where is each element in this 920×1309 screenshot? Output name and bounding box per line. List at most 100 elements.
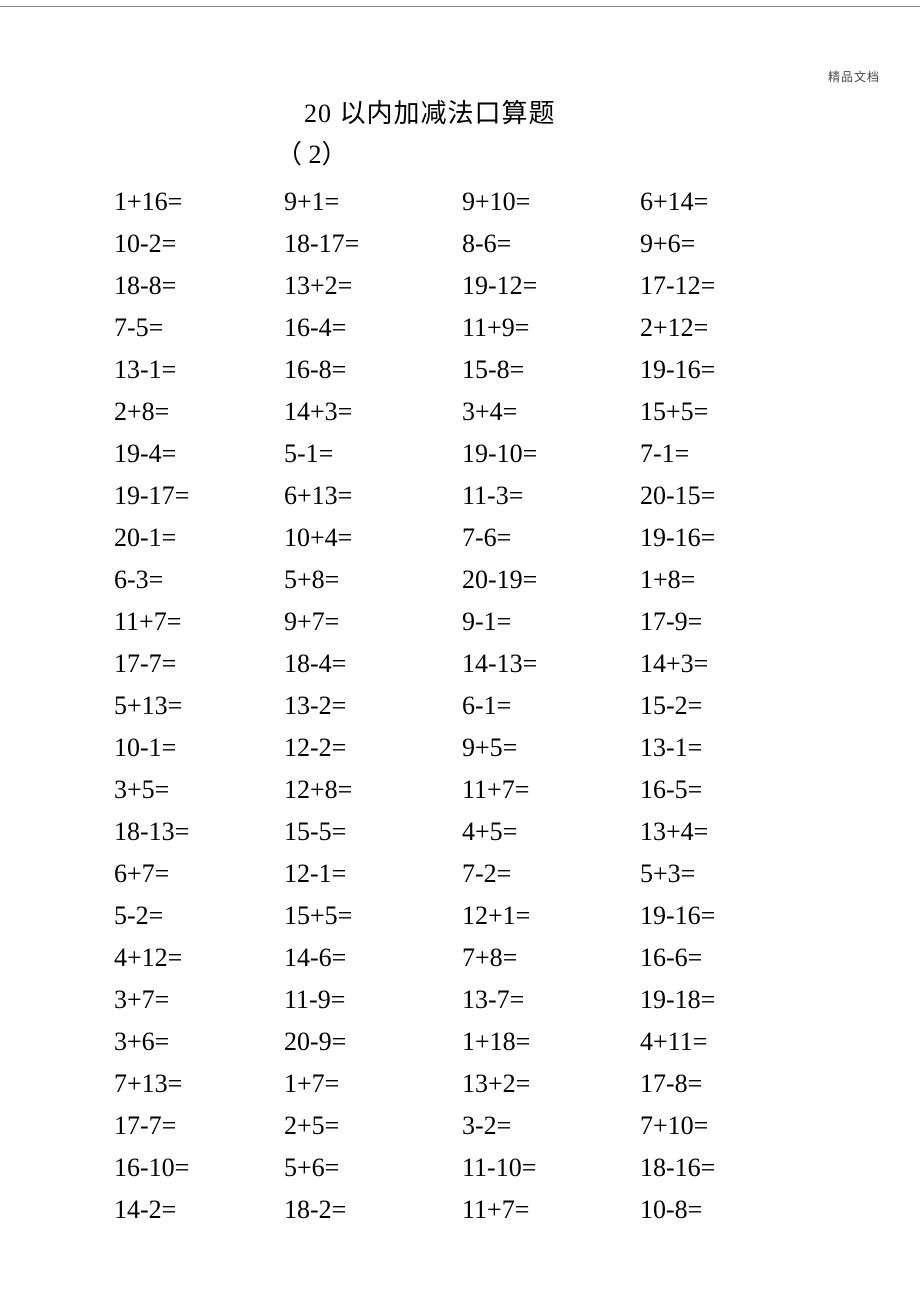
- problem-row: 5-2=15+5=12+1=19-16=: [114, 903, 860, 929]
- problem-row: 11+7=9+7=9-1=17-9=: [114, 609, 860, 635]
- problem-cell: 6-1=: [462, 693, 640, 719]
- problem-cell: 19-10=: [462, 441, 640, 467]
- problem-cell: 11+9=: [462, 315, 640, 341]
- problem-row: 6-3=5+8=20-19=1+8=: [114, 567, 860, 593]
- problem-cell: 16-6=: [640, 945, 702, 971]
- problem-cell: 8-6=: [462, 231, 640, 257]
- problem-cell: 14-13=: [462, 651, 640, 677]
- problem-cell: 12+1=: [462, 903, 640, 929]
- problem-cell: 11+7=: [462, 1197, 640, 1223]
- problem-cell: 4+5=: [462, 819, 640, 845]
- problem-cell: 12-1=: [284, 861, 462, 887]
- problem-cell: 6+7=: [114, 861, 284, 887]
- problem-cell: 18-8=: [114, 273, 284, 299]
- problem-cell: 13-2=: [284, 693, 462, 719]
- problem-cell: 11+7=: [462, 777, 640, 803]
- problem-cell: 16-8=: [284, 357, 462, 383]
- watermark-text: 精品文档: [828, 68, 880, 85]
- problem-cell: 7-1=: [640, 441, 689, 467]
- problem-cell: 17-7=: [114, 1113, 284, 1139]
- problem-cell: 19-17=: [114, 483, 284, 509]
- problem-cell: 9+1=: [284, 189, 462, 215]
- problem-cell: 5+6=: [284, 1155, 462, 1181]
- problem-cell: 19-12=: [462, 273, 640, 299]
- problem-cell: 7+13=: [114, 1071, 284, 1097]
- problem-cell: 9+7=: [284, 609, 462, 635]
- problem-cell: 16-5=: [640, 777, 702, 803]
- problem-cell: 19-16=: [640, 357, 715, 383]
- problem-cell: 18-17=: [284, 231, 462, 257]
- problem-cell: 11-3=: [462, 483, 640, 509]
- problem-cell: 18-13=: [114, 819, 284, 845]
- problem-cell: 16-4=: [284, 315, 462, 341]
- problem-row: 20-1=10+4=7-6=19-16=: [114, 525, 860, 551]
- problem-cell: 7-2=: [462, 861, 640, 887]
- problem-cell: 3+7=: [114, 987, 284, 1013]
- problem-cell: 10-8=: [640, 1197, 702, 1223]
- problem-cell: 3+5=: [114, 777, 284, 803]
- problem-cell: 19-18=: [640, 987, 715, 1013]
- problem-cell: 11-9=: [284, 987, 462, 1013]
- problem-row: 5+13=13-2=6-1=15-2=: [114, 693, 860, 719]
- problem-cell: 14-6=: [284, 945, 462, 971]
- problem-cell: 19-4=: [114, 441, 284, 467]
- problem-row: 19-17=6+13=11-3=20-15=: [114, 483, 860, 509]
- problem-cell: 12-2=: [284, 735, 462, 761]
- problem-cell: 17-8=: [640, 1071, 702, 1097]
- title-line-2: （ 2）: [0, 134, 920, 171]
- problem-cell: 13-1=: [114, 357, 284, 383]
- problem-cell: 13+4=: [640, 819, 708, 845]
- problem-cell: 13-7=: [462, 987, 640, 1013]
- problem-row: 2+8=14+3=3+4=15+5=: [114, 399, 860, 425]
- problem-cell: 20-9=: [284, 1029, 462, 1055]
- problems-grid: 1+16=9+1=9+10=6+14=10-2=18-17=8-6=9+6=18…: [0, 189, 920, 1223]
- problem-cell: 17-7=: [114, 651, 284, 677]
- problem-cell: 1+8=: [640, 567, 695, 593]
- problem-cell: 19-16=: [640, 903, 715, 929]
- problem-cell: 2+12=: [640, 315, 708, 341]
- problem-row: 16-10=5+6=11-10=18-16=: [114, 1155, 860, 1181]
- problem-row: 3+6=20-9=1+18=4+11=: [114, 1029, 860, 1055]
- problem-cell: 19-16=: [640, 525, 715, 551]
- problem-row: 4+12=14-6=7+8=16-6=: [114, 945, 860, 971]
- problem-cell: 14-2=: [114, 1197, 284, 1223]
- problem-cell: 1+18=: [462, 1029, 640, 1055]
- title-block: 20 以内加减法口算题 （ 2）: [0, 93, 920, 171]
- problem-cell: 13+2=: [462, 1071, 640, 1097]
- problem-cell: 9+6=: [640, 231, 695, 257]
- problem-cell: 16-10=: [114, 1155, 284, 1181]
- problem-cell: 5+3=: [640, 861, 695, 887]
- problem-cell: 6-3=: [114, 567, 284, 593]
- problem-row: 7+13=1+7=13+2=17-8=: [114, 1071, 860, 1097]
- problem-cell: 14+3=: [640, 651, 708, 677]
- problem-cell: 3-2=: [462, 1113, 640, 1139]
- problem-cell: 20-19=: [462, 567, 640, 593]
- problem-cell: 7+8=: [462, 945, 640, 971]
- problem-cell: 9-1=: [462, 609, 640, 635]
- problem-row: 17-7=2+5=3-2=7+10=: [114, 1113, 860, 1139]
- problem-cell: 5-2=: [114, 903, 284, 929]
- problem-cell: 13-1=: [640, 735, 702, 761]
- problem-row: 18-13=15-5=4+5=13+4=: [114, 819, 860, 845]
- problem-row: 13-1=16-8=15-8=19-16=: [114, 357, 860, 383]
- problem-cell: 18-16=: [640, 1155, 715, 1181]
- problem-row: 1+16=9+1=9+10=6+14=: [114, 189, 860, 215]
- problem-cell: 4+12=: [114, 945, 284, 971]
- problem-cell: 5+8=: [284, 567, 462, 593]
- problem-cell: 1+16=: [114, 189, 284, 215]
- problem-cell: 2+8=: [114, 399, 284, 425]
- problem-row: 18-8=13+2=19-12=17-12=: [114, 273, 860, 299]
- problem-cell: 3+4=: [462, 399, 640, 425]
- problem-cell: 13+2=: [284, 273, 462, 299]
- problem-cell: 7+10=: [640, 1113, 708, 1139]
- problem-row: 7-5=16-4=11+9=2+12=: [114, 315, 860, 341]
- problem-cell: 6+14=: [640, 189, 708, 215]
- problem-cell: 15+5=: [284, 903, 462, 929]
- problem-cell: 15+5=: [640, 399, 708, 425]
- problem-row: 19-4=5-1=19-10=7-1=: [114, 441, 860, 467]
- problem-cell: 4+11=: [640, 1029, 707, 1055]
- problem-cell: 14+3=: [284, 399, 462, 425]
- problem-cell: 9+10=: [462, 189, 640, 215]
- problem-cell: 15-8=: [462, 357, 640, 383]
- problem-cell: 12+8=: [284, 777, 462, 803]
